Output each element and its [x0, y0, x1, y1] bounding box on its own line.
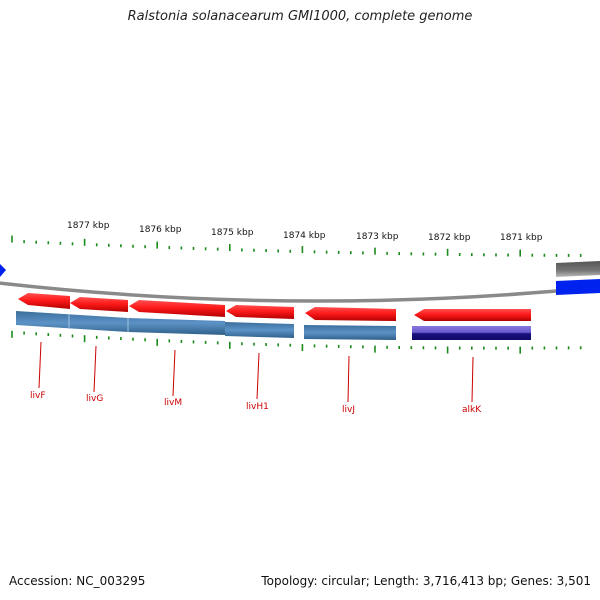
gene-arrow-livJ[interactable]	[305, 307, 396, 321]
ruler-label-1873: 1873 kbp	[356, 232, 399, 242]
gene-label-livG[interactable]: livG	[86, 394, 103, 404]
neighbor-feature-left-arrow	[0, 264, 6, 277]
neighbor-feature-right-gray	[556, 261, 600, 277]
ruler-label-1871: 1871 kbp	[500, 233, 543, 243]
map-title: Ralstonia solanacearum GMI1000, complete…	[127, 9, 473, 24]
cds-bar-livJ[interactable]	[304, 325, 396, 340]
leader-line-livM	[172, 349, 176, 397]
cds-bar-alkK[interactable]	[412, 326, 531, 340]
gene-arrow-alkK[interactable]	[414, 309, 531, 321]
leader-line-alkK	[471, 356, 474, 403]
gene-arrow-livM[interactable]	[129, 300, 225, 317]
ruler-label-1875: 1875 kbp	[211, 228, 254, 238]
leader-line-livG	[93, 345, 97, 393]
ruler-label-1872: 1872 kbp	[428, 233, 471, 243]
leader-line-livH1	[256, 352, 260, 400]
outer-ruler-ticks	[11, 235, 582, 257]
gene-label-livF[interactable]: livF	[30, 391, 46, 401]
gene-label-alkK[interactable]: alkK	[462, 405, 482, 415]
inner-ruler-ticks	[11, 330, 582, 354]
topology-text: Topology: circular; Length: 3,716,413 bp…	[261, 574, 591, 588]
ruler-label-1876: 1876 kbp	[139, 225, 182, 235]
leader-line-livF	[38, 341, 42, 389]
gene-arrow-livH1[interactable]	[226, 305, 294, 319]
gene-label-livH1[interactable]: livH1	[246, 402, 269, 412]
gene-arrow-livG[interactable]	[70, 297, 128, 312]
gene-arrow-livF[interactable]	[18, 293, 70, 309]
gene-label-livM[interactable]: livM	[164, 398, 182, 408]
ruler-label-1874: 1874 kbp	[283, 231, 326, 241]
leader-line-livJ	[347, 355, 350, 403]
ruler-label-1877: 1877 kbp	[67, 221, 110, 231]
neighbor-feature-right-blue	[556, 279, 600, 295]
cds-bar-livF-livM[interactable]	[16, 311, 225, 335]
genome-backbone	[0, 281, 600, 303]
accession-text: Accession: NC_003295	[9, 574, 146, 588]
gene-label-livJ[interactable]: livJ	[342, 405, 355, 415]
cds-bar-livH1[interactable]	[225, 322, 294, 338]
